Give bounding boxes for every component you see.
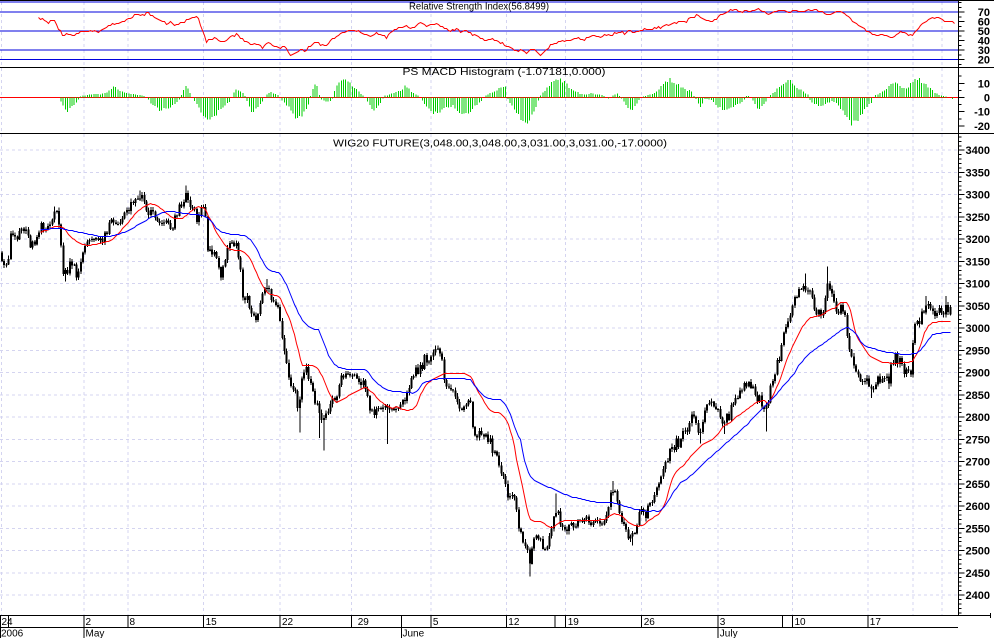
svg-text:PS MACD Histogram (-1.07181,0.: PS MACD Histogram (-1.07181,0.000) — [403, 67, 606, 78]
svg-text:3200: 3200 — [966, 234, 990, 246]
svg-text:2850: 2850 — [966, 390, 990, 402]
svg-text:3350: 3350 — [966, 167, 990, 179]
svg-text:3300: 3300 — [966, 190, 990, 202]
svg-text:3400: 3400 — [966, 145, 990, 157]
svg-text:19: 19 — [568, 617, 580, 628]
svg-text:-10: -10 — [974, 107, 990, 119]
svg-text:5: 5 — [433, 617, 439, 628]
svg-text:8: 8 — [130, 617, 136, 628]
svg-text:3250: 3250 — [966, 212, 990, 224]
svg-text:26: 26 — [644, 617, 656, 628]
svg-text:60: 60 — [978, 17, 990, 29]
svg-text:2: 2 — [86, 617, 92, 628]
svg-text:10: 10 — [978, 78, 990, 90]
svg-text:0: 0 — [984, 93, 990, 105]
svg-text:May: May — [86, 629, 105, 639]
svg-text:22: 22 — [282, 617, 294, 628]
svg-text:2550: 2550 — [966, 523, 990, 535]
svg-text:2600: 2600 — [966, 501, 990, 513]
svg-text:2500: 2500 — [966, 546, 990, 558]
svg-text:2450: 2450 — [966, 568, 990, 580]
svg-text:17: 17 — [870, 617, 882, 628]
svg-text:June: June — [403, 629, 425, 639]
svg-text:12: 12 — [508, 617, 520, 628]
svg-text:2400: 2400 — [966, 590, 990, 602]
svg-text:2700: 2700 — [966, 457, 990, 469]
svg-text:29: 29 — [358, 617, 370, 628]
svg-text:50: 50 — [978, 26, 990, 38]
svg-text:3000: 3000 — [966, 323, 990, 335]
svg-text:2650: 2650 — [966, 479, 990, 491]
svg-text:2800: 2800 — [966, 412, 990, 424]
svg-text:24: 24 — [2, 617, 14, 628]
svg-text:3050: 3050 — [966, 301, 990, 313]
svg-text:2900: 2900 — [966, 368, 990, 380]
svg-text:20: 20 — [978, 55, 990, 67]
svg-text:-20: -20 — [974, 121, 990, 133]
svg-text:3150: 3150 — [966, 256, 990, 268]
svg-text:2006: 2006 — [1, 629, 24, 639]
svg-text:10: 10 — [795, 617, 807, 628]
svg-text:WIG20 FUTURE(3,048.00,3,048.00: WIG20 FUTURE(3,048.00,3,048.00,3,031.00,… — [333, 139, 667, 150]
svg-text:3: 3 — [720, 617, 726, 628]
svg-text:3100: 3100 — [966, 279, 990, 291]
svg-text:2950: 2950 — [966, 345, 990, 357]
svg-text:30: 30 — [978, 45, 990, 57]
svg-text:70: 70 — [978, 7, 990, 19]
svg-text:July: July — [720, 629, 738, 639]
svg-text:Relative Strength Index(56.849: Relative Strength Index(56.8499) — [409, 2, 549, 13]
svg-text:40: 40 — [978, 36, 990, 48]
svg-text:2750: 2750 — [966, 434, 990, 446]
svg-text:15: 15 — [206, 617, 218, 628]
